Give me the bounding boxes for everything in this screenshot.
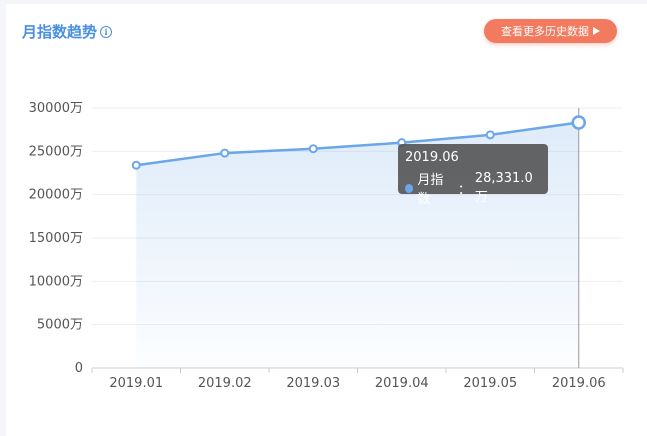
tooltip-title: 2019.06 xyxy=(405,150,459,165)
data-point[interactable] xyxy=(131,160,141,170)
tooltip: 2019.06 月指数： 28,331.0万 xyxy=(398,144,548,207)
view-history-button[interactable]: 查看更多历史数据 xyxy=(484,19,617,43)
series-line xyxy=(136,121,579,167)
y-tick-label: 15000万 xyxy=(29,231,83,246)
y-tick-label: 0 xyxy=(75,361,83,376)
x-tick-label: 2019.04 xyxy=(375,376,429,391)
info-icon[interactable]: i xyxy=(100,25,113,38)
data-point[interactable] xyxy=(308,144,318,154)
x-tick-label: 2019.05 xyxy=(463,376,517,391)
view-history-label: 查看更多历史数据 xyxy=(501,25,589,38)
chart-title: 月指数趋势 i xyxy=(22,21,113,42)
series-color-dot xyxy=(405,183,414,193)
tooltip-value: 28,331.0万 xyxy=(474,171,533,205)
chart-title-text: 月指数趋势 xyxy=(22,23,98,41)
y-tick-label: 20000万 xyxy=(29,188,83,203)
tooltip-series-name: 月指数 xyxy=(417,173,444,207)
x-tick-label: 2019.01 xyxy=(109,376,163,391)
y-tick-label: 10000万 xyxy=(29,274,83,289)
y-tick-label: 5000万 xyxy=(37,318,83,333)
data-point[interactable] xyxy=(485,130,495,140)
x-tick-label: 2019.02 xyxy=(198,376,252,391)
x-tick-label: 2019.06 xyxy=(552,376,606,391)
y-tick-label: 30000万 xyxy=(29,101,83,116)
data-point[interactable] xyxy=(220,148,230,158)
y-tick-label: 25000万 xyxy=(29,144,83,159)
play-triangle-icon xyxy=(593,27,600,35)
data-point-highlighted[interactable] xyxy=(571,115,586,130)
y-axis: 0 5000万 10000万 15000万 20000万 25000万 30000万 xyxy=(29,101,83,376)
x-axis: 2019.01 2019.02 2019.03 2019.04 2019.05 2019.… xyxy=(91,367,624,391)
x-tick-label: 2019.03 xyxy=(286,376,340,391)
